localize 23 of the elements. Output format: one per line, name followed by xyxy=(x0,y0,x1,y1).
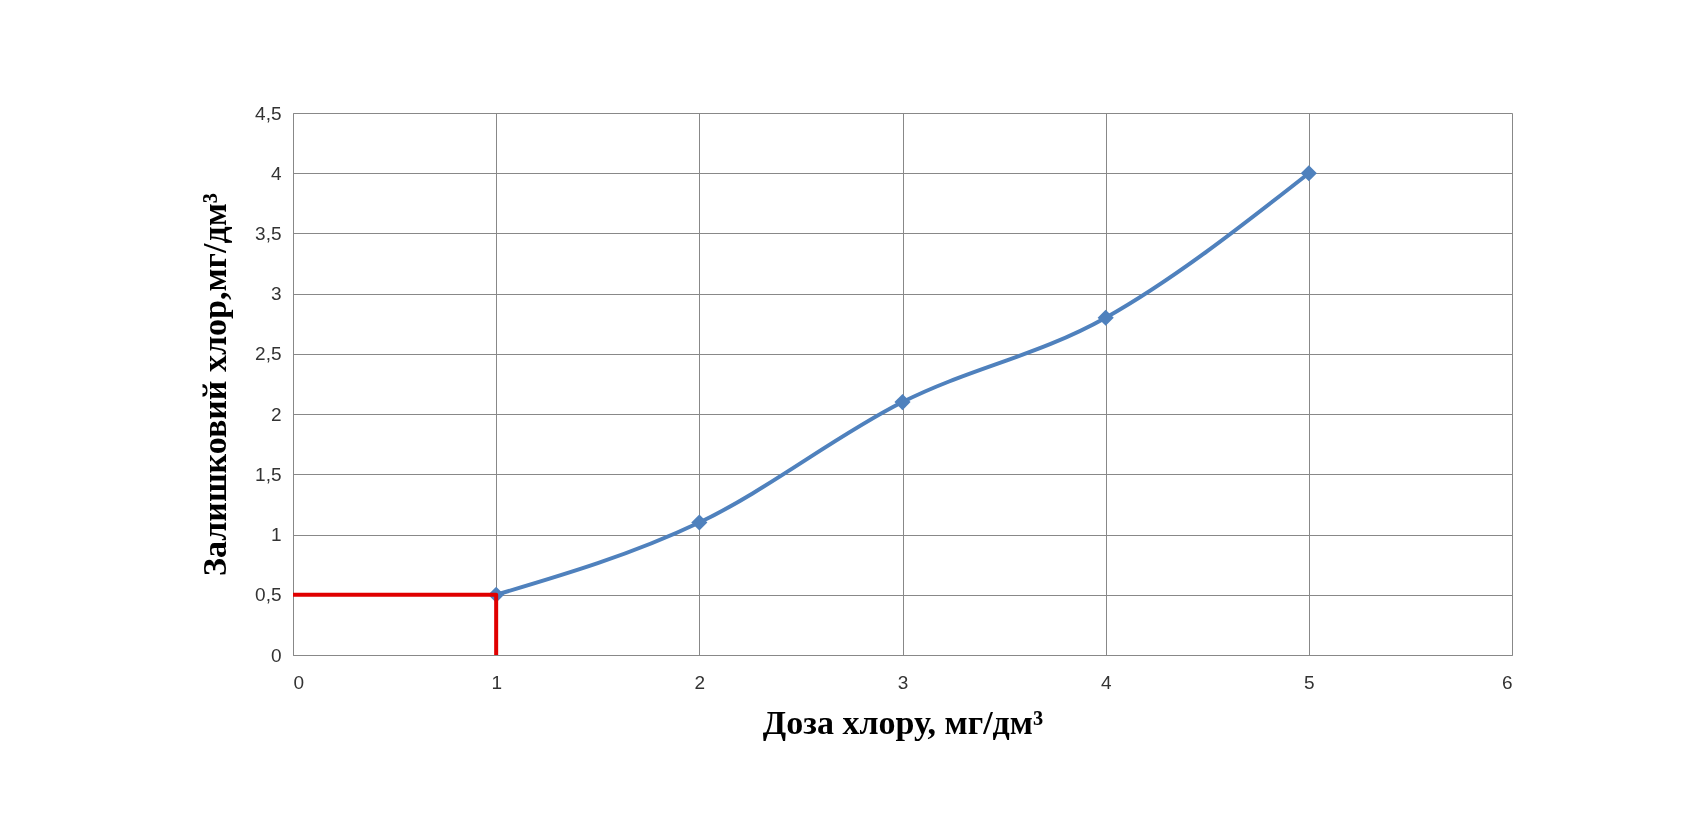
y-tick-label: 2 xyxy=(270,403,282,425)
x-tick-label: 4 xyxy=(1100,671,1112,693)
x-tick-label: 1 xyxy=(491,671,502,693)
x-tick-label: 3 xyxy=(897,671,909,693)
y-tick-label: 0,5 xyxy=(255,584,282,606)
y-tick-label: 3 xyxy=(270,283,282,305)
point xyxy=(1300,165,1317,182)
y-tick-label: 1 xyxy=(270,524,282,546)
x-tick-label: 6 xyxy=(1501,671,1513,693)
y-tick-label: 4,5 xyxy=(255,102,282,124)
y-tick-label: 0 xyxy=(270,644,282,666)
x-tick-label: 2 xyxy=(694,671,706,693)
y-tick-label: 3,5 xyxy=(255,222,282,244)
point xyxy=(894,394,911,411)
y-tick-label: 4 xyxy=(270,162,282,184)
point xyxy=(1097,309,1114,326)
x-tick-label: 5 xyxy=(1304,671,1315,693)
y-tick-label: 1,5 xyxy=(255,463,282,485)
y-tick-label: 2,5 xyxy=(255,343,282,365)
x-tick-label: 0 xyxy=(293,671,305,693)
y-axis-title: Залишковий хлор,мг/дм³ xyxy=(196,192,234,577)
point xyxy=(691,514,708,531)
x-axis-title: Доза хлору, мг/дм³ xyxy=(762,703,1044,741)
